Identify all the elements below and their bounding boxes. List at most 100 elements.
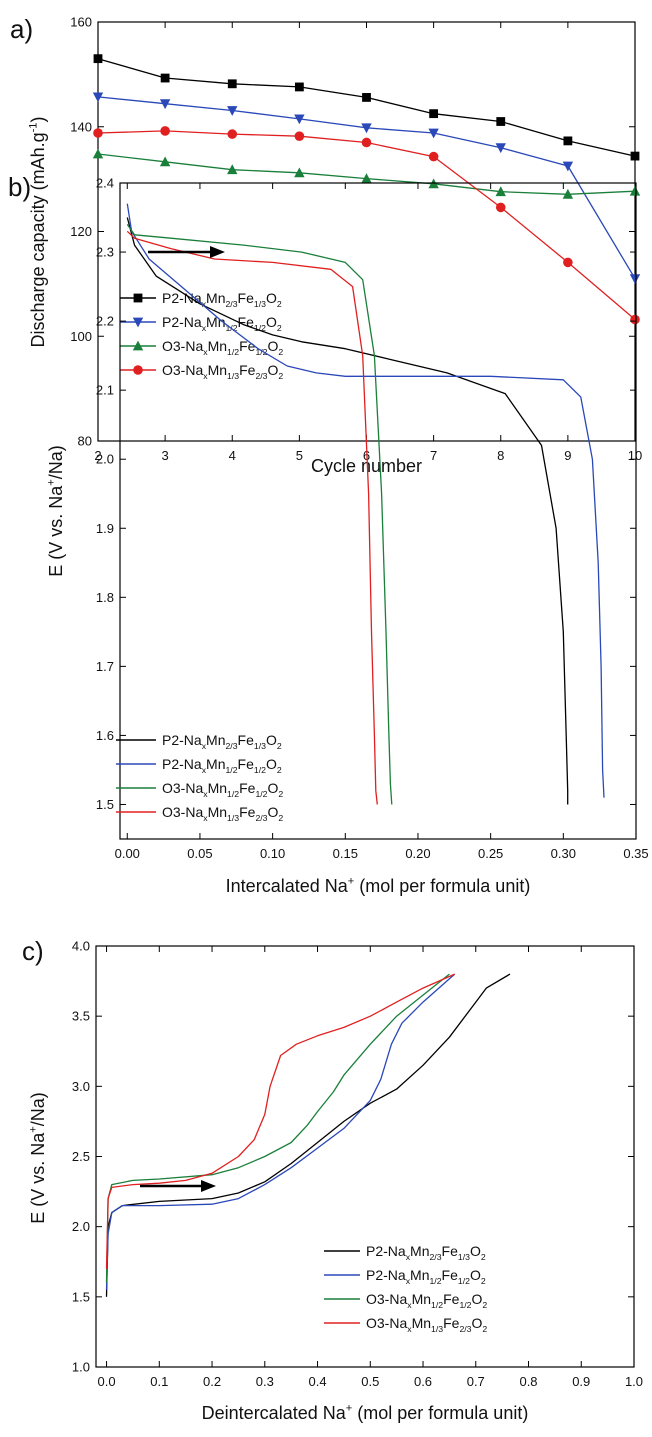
legend-marker: [133, 293, 143, 303]
x-tick-label: 0.30: [551, 846, 576, 861]
legend-entry: P2-NaxMn2/3Fe1/3O2: [324, 1243, 486, 1262]
data-point: [294, 114, 305, 125]
legend-label: O3-NaxMn1/3Fe2/3O2: [162, 362, 283, 381]
x-tick-label: 5: [296, 448, 303, 463]
series-2: [92, 92, 641, 285]
data-point: [495, 202, 506, 213]
data-point: [227, 79, 237, 89]
plot-frame: [95, 945, 635, 1368]
x-tick-label: 0.1: [150, 1374, 168, 1389]
x-tick-label: 0.10: [260, 846, 285, 861]
panel-label: b): [8, 172, 31, 202]
panel-label: a): [10, 14, 33, 44]
data-point: [361, 137, 372, 148]
x-tick-label: 10: [628, 448, 642, 463]
x-tick-label: 0.25: [478, 846, 503, 861]
y-tick-label: 2.1: [96, 383, 114, 398]
data-point: [563, 257, 573, 268]
legend-label: P2-NaxMn2/3Fe1/3O2: [162, 732, 282, 751]
y-tick-label: 2.5: [72, 1149, 90, 1164]
x-tick-label: 0.7: [467, 1374, 485, 1389]
legend-entry: O3-NaxMn1/2Fe1/2O2: [120, 338, 283, 357]
y-tick-label: 1.6: [96, 728, 114, 743]
x-tick-label: 0.20: [405, 846, 430, 861]
direction-arrow-head: [201, 1180, 216, 1192]
legend-entry: O3-NaxMn1/2Fe1/2O2: [324, 1291, 487, 1310]
data-point: [562, 188, 574, 199]
x-tick-label: 0.3: [256, 1374, 274, 1389]
plot-frame: [97, 21, 636, 442]
chart-panel-c: c) 0.0 0.1 0.2 0.3 0.4 0.5 0.6 0.7 0.8 0.9 1.0 1.0 1.…: [22, 936, 643, 1423]
data-point: [92, 92, 104, 103]
data-point: [428, 151, 439, 162]
plot-frame: [119, 182, 637, 840]
y-tick-label: 80: [78, 434, 92, 449]
legend-entry: O3-NaxMn1/3Fe2/3O2: [116, 804, 283, 823]
x-tick-label: 7: [430, 448, 437, 463]
series-4: [93, 126, 640, 325]
data-point: [563, 136, 573, 146]
panel-label: c): [22, 936, 44, 966]
y-tick-label: 1.7: [96, 659, 114, 674]
x-tick-label: 3: [162, 448, 169, 463]
series-4: [105, 973, 455, 1269]
y-axis-label: Discharge capacity (mAh.g-1): [27, 116, 48, 347]
series-line: [126, 217, 569, 805]
series-3: [92, 148, 641, 199]
data-point: [495, 186, 506, 197]
data-point: [294, 131, 305, 141]
chart-panel-b: b) 0.00 0.05 0.10 0.15 0.20 0.25 0.30 0.35 1.5 1.6…: [8, 172, 649, 896]
legend-marker: [132, 317, 144, 328]
series-2: [126, 203, 605, 798]
series-line: [105, 973, 450, 1283]
data-point: [294, 82, 304, 92]
legend-label: P2-NaxMn1/2Fe1/2O2: [366, 1267, 486, 1286]
series-line: [105, 973, 456, 1290]
data-point: [630, 151, 640, 161]
series-3: [126, 224, 393, 805]
data-point: [160, 126, 170, 136]
series-1: [126, 217, 569, 805]
legend-entry: O3-NaxMn1/3Fe2/3O2: [324, 1315, 487, 1334]
legend-label: P2-NaxMn2/3Fe1/3O2: [162, 290, 282, 309]
data-point: [429, 109, 439, 119]
y-axis-label: E (V vs. Na+/Na): [45, 445, 66, 577]
x-tick-label: 4: [229, 448, 236, 463]
data-point: [495, 143, 506, 154]
y-tick-label: 2.0: [96, 452, 114, 467]
x-axis-label: Cycle number: [311, 456, 422, 476]
data-point: [361, 173, 372, 184]
y-tick-label: 160: [70, 15, 92, 30]
y-tick-label: 2.3: [96, 245, 114, 260]
data-point: [92, 148, 104, 159]
x-tick-label: 0.4: [308, 1374, 326, 1389]
series-line: [126, 230, 378, 805]
data-point: [227, 129, 238, 139]
legend-label: O3-NaxMn1/2Fe1/2O2: [162, 338, 283, 357]
data-point: [562, 161, 574, 172]
legend-label: P2-NaxMn2/3Fe1/3O2: [366, 1243, 486, 1262]
y-tick-label: 4.0: [72, 939, 90, 954]
x-tick-label: 1.0: [625, 1374, 643, 1389]
legend-label: P2-NaxMn1/2Fe1/2O2: [162, 314, 282, 333]
legend-marker: [133, 365, 143, 375]
y-tick-label: 2.2: [96, 314, 114, 329]
legend-entry: O3-NaxMn1/2Fe1/2O2: [116, 780, 283, 799]
data-point: [159, 99, 171, 110]
legend-entry: P2-NaxMn2/3Fe1/3O2: [116, 732, 282, 751]
y-tick-label: 120: [70, 224, 92, 239]
y-tick-label: 1.5: [72, 1289, 90, 1304]
x-axis-label: Deintercalated Na+ (mol per formula unit…: [202, 1402, 529, 1423]
series-line: [105, 973, 455, 1269]
data-point: [629, 185, 641, 196]
data-point: [227, 164, 238, 175]
x-tick-label: 0.05: [187, 846, 212, 861]
y-axis-label: E (V vs. Na+/Na): [27, 1092, 48, 1224]
data-point: [159, 156, 171, 167]
y-tick-label: 1.9: [96, 521, 114, 536]
legend-marker: [132, 340, 144, 351]
y-tick-label: 2.4: [96, 176, 114, 191]
x-tick-label: 0.2: [203, 1374, 221, 1389]
data-point: [362, 93, 371, 102]
